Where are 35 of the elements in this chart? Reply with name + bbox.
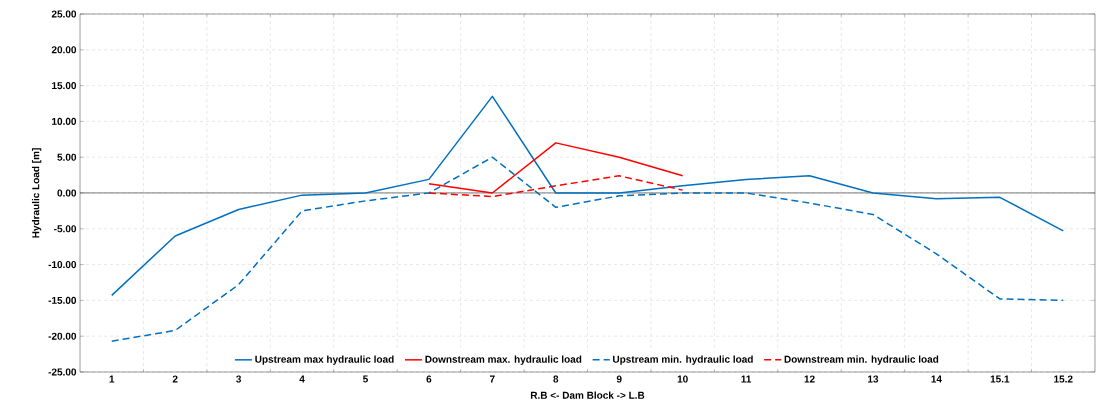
y-tick-label: -5.00 (54, 225, 77, 233)
x-tick-label: 3 (236, 375, 242, 383)
x-tick-label: 7 (489, 375, 495, 383)
legend-label: Upstream min. hydraulic load (613, 355, 753, 365)
y-tick-label: 5.00 (57, 153, 77, 161)
y-tick-label: 15.00 (52, 82, 77, 90)
y-tick-label: 0.00 (57, 189, 77, 197)
y-axis-title: Hydraulic Load [m] (31, 148, 42, 238)
legend-label: Upstream max hydraulic load (255, 355, 394, 365)
y-tick-label: -20.00 (48, 332, 77, 340)
x-tick-label: 4 (299, 375, 305, 383)
line-series (428, 142, 684, 194)
x-tick-label: 15.1 (990, 375, 1010, 383)
x-tick-label: 5 (363, 375, 368, 383)
y-tick-label: -10.00 (48, 261, 77, 269)
y-tick-label: 20.00 (51, 46, 77, 54)
x-tick-label: 1 (109, 375, 115, 383)
x-tick-label: 13 (868, 375, 879, 383)
y-tick-label: -25.00 (48, 368, 77, 376)
x-tick-label: 15.2 (1054, 375, 1073, 383)
y-tick-label: -15.00 (48, 296, 77, 304)
legend-label: Downstream min. hydraulic load (784, 355, 939, 365)
x-tick-label: 12 (804, 375, 815, 383)
x-tick-label: 10 (677, 375, 688, 383)
x-tick-label: 8 (553, 375, 559, 383)
x-tick-label: 11 (741, 375, 752, 383)
x-tick-label: 14 (931, 375, 942, 383)
line-series (428, 175, 684, 198)
x-tick-label: 2 (172, 375, 178, 383)
x-axis-title: R.B <- Dam Block -> L.B (530, 391, 645, 399)
y-tick-label: 25.00 (51, 10, 77, 18)
x-tick-label: 6 (426, 375, 432, 383)
legend-label: Downstream max. hydraulic load (425, 355, 582, 365)
x-tick-label: 9 (616, 375, 622, 383)
y-tick-label: 10.00 (52, 117, 77, 125)
